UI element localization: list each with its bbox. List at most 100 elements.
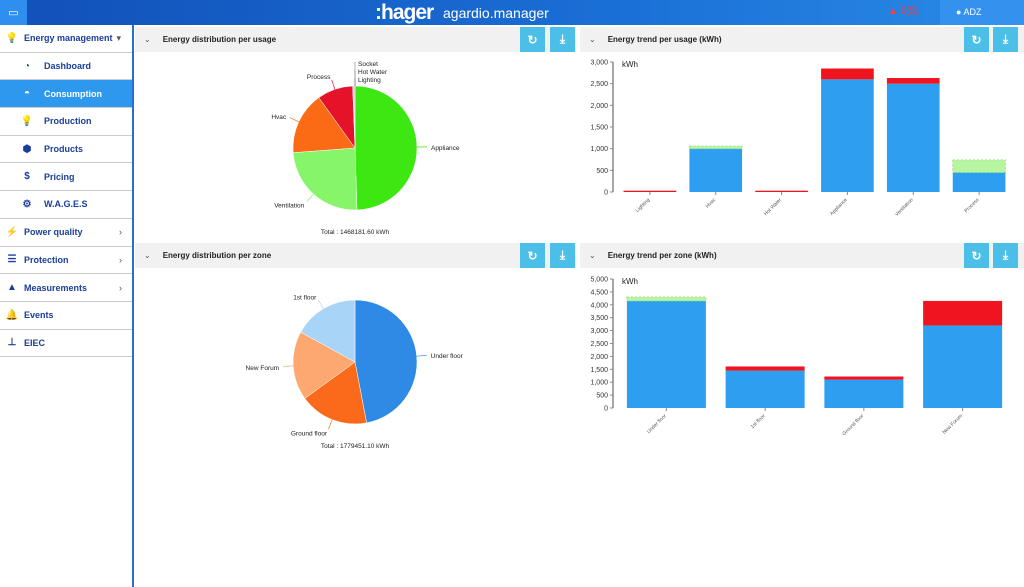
box-icon: ⬢ <box>22 143 32 155</box>
alarm-indicator[interactable]: ▲ 6(5) <box>888 6 918 17</box>
refresh-button[interactable]: ↻ <box>964 243 989 268</box>
sidebar-item-label: Measurements <box>24 282 88 293</box>
chevron-icon: › <box>119 227 122 238</box>
y-tick-label: 0 <box>604 406 608 413</box>
plug-icon: ⚡ <box>5 226 19 238</box>
user-menu[interactable]: ● ADZ <box>940 0 1024 25</box>
pie-label: New Forum <box>246 365 280 372</box>
x-tick-label: Lighting <box>635 197 652 214</box>
sidebar-item-pricing[interactable]: $ Pricing <box>0 163 132 192</box>
laptop-icon[interactable]: ▭ <box>0 0 27 25</box>
sidebar-item-label: Production <box>44 116 92 127</box>
pie-slice <box>354 299 418 424</box>
bell-icon: 🔔 <box>5 309 19 321</box>
gears-icon: ⚙ <box>22 198 32 210</box>
sidebar-item-label: Dashboard <box>44 61 92 72</box>
x-tick-label: New Forum <box>942 413 965 436</box>
sidebar-item-events[interactable]: 🔔 Events <box>0 302 132 330</box>
sidebar-item-dashboard[interactable]: ◔ Dashboard <box>0 53 132 81</box>
sidebar-item-power-quality[interactable]: ⚡ Power quality › <box>0 219 132 247</box>
download-button[interactable]: ⤓ <box>550 27 575 52</box>
area-chart-icon: ▲ <box>7 282 17 294</box>
y-tick-label: 2,500 <box>590 81 608 88</box>
bar-segment <box>626 300 706 408</box>
collapse-chevron-icon[interactable]: ⌄ <box>144 251 151 260</box>
y-tick-label: 1,000 <box>590 146 608 153</box>
pie-label: 1st floor <box>293 295 317 302</box>
usage-pie-panel: ⌄ Energy distribution per usage ↻ ⤓ Applia… <box>135 27 576 241</box>
x-tick-label: Ground floor <box>841 413 865 437</box>
zone-pie-chart: Under floor Ground floor New Forum 1st floo… <box>246 295 464 450</box>
sidebar-item-label: Protection <box>24 254 69 265</box>
y-tick-label: 3,000 <box>590 60 608 67</box>
bar-segment <box>824 376 904 380</box>
y-tick-label: 2,000 <box>590 354 608 361</box>
pie-label: Socket <box>358 61 378 68</box>
refresh-button[interactable]: ↻ <box>964 27 989 52</box>
zone-bar-panel: ⌄ Energy trend per zone (kWh) ↻ ⤓ 0 500 1,00… <box>580 243 1024 463</box>
y-tick-label: 2,500 <box>590 341 608 348</box>
pie-slice <box>300 299 356 363</box>
gauge-icon: ◓ <box>23 88 31 100</box>
pie-slice <box>292 147 358 211</box>
sidebar-item-consumption[interactable]: ◓ Consumption <box>0 80 132 109</box>
sitemap-icon: ⊥ <box>7 337 17 349</box>
pie-label: Lighting <box>358 77 381 84</box>
panel-title: Energy trend per zone (kWh) <box>607 251 717 260</box>
usage-bar-panel: ⌄ Energy trend per usage (kWh) ↻ ⤓ 0 500 1,0… <box>580 27 1024 241</box>
pie-label-line <box>331 79 336 90</box>
bar-segment <box>952 172 1006 192</box>
panel-title: Energy distribution per zone <box>162 251 272 260</box>
collapse-chevron-icon[interactable]: ⌄ <box>589 251 596 260</box>
pie-label-line <box>283 365 294 367</box>
bar-segment <box>821 79 874 192</box>
sidebar-item-label: Consumption <box>44 88 102 99</box>
collapse-chevron-icon[interactable]: ⌄ <box>144 35 151 44</box>
y-tick-label: 1,500 <box>590 367 608 374</box>
user-icon: ● <box>956 7 962 17</box>
pie-label-line <box>318 299 324 309</box>
download-button[interactable]: ⤓ <box>993 27 1018 52</box>
pie-label: Under floor <box>431 353 464 360</box>
bar-segment <box>725 366 805 371</box>
bar-segment <box>952 159 1006 174</box>
download-button[interactable]: ⤓ <box>550 243 575 268</box>
sliders-icon: ☰ <box>7 254 17 266</box>
sidebar-item-label: Pricing <box>44 171 75 182</box>
pie-icon: ◔ <box>23 60 31 72</box>
sidebar-item-energy-management[interactable]: 💡 Energy management ▾ <box>0 25 132 53</box>
sidebar-item-products[interactable]: ⬢ Products <box>0 136 132 164</box>
warning-triangle-icon: ▲ <box>888 6 898 17</box>
usage-bar-chart: 0 500 1,000 1,500 2,000 2,500 3,000 kWh Lighting… <box>590 60 1006 218</box>
sidebar-item-eiec[interactable]: ⊥ EIEC <box>0 330 132 358</box>
y-tick-label: 4,000 <box>590 302 608 309</box>
sidebar-item-label: EIEC <box>24 337 46 348</box>
pie-label-line <box>289 117 299 123</box>
sidebar-item-w-a-g-e-s[interactable]: ⚙ W.A.G.E.S <box>0 191 132 219</box>
sidebar-item-label: Power quality <box>24 227 83 238</box>
hager-logo: :hager <box>375 1 434 24</box>
sidebar-item-measurements[interactable]: ▲ Measurements › <box>0 274 132 302</box>
chevron-icon: ▾ <box>116 32 122 43</box>
pie-slice <box>304 361 367 425</box>
sidebar-item-production[interactable]: 💡 Production <box>0 108 132 136</box>
x-tick-label: Process <box>963 197 980 214</box>
bar-segment <box>821 68 874 80</box>
sidebar-item-label: Energy management <box>24 33 113 44</box>
y-tick-label: 1,500 <box>590 125 608 132</box>
sidebar-item-protection[interactable]: ☰ Protection › <box>0 247 132 275</box>
x-tick-label: Appliance <box>829 197 849 217</box>
refresh-button[interactable]: ↻ <box>520 27 545 52</box>
pie-label: Appliance <box>431 145 460 152</box>
y-axis-label: kWh <box>622 277 638 286</box>
refresh-button[interactable]: ↻ <box>520 243 545 268</box>
pie-label-line <box>416 354 427 357</box>
user-name: ADZ <box>963 7 982 17</box>
pie-slice <box>292 331 356 399</box>
sidebar: 💡 Energy management ▾ ◔ Dashboard ◓ Consumptio… <box>0 25 134 587</box>
y-tick-label: 0 <box>604 190 608 197</box>
download-button[interactable]: ⤓ <box>993 243 1018 268</box>
panel-title: Energy trend per usage (kWh) <box>607 35 722 44</box>
collapse-chevron-icon[interactable]: ⌄ <box>589 35 596 44</box>
y-tick-label: 1,000 <box>590 380 608 387</box>
